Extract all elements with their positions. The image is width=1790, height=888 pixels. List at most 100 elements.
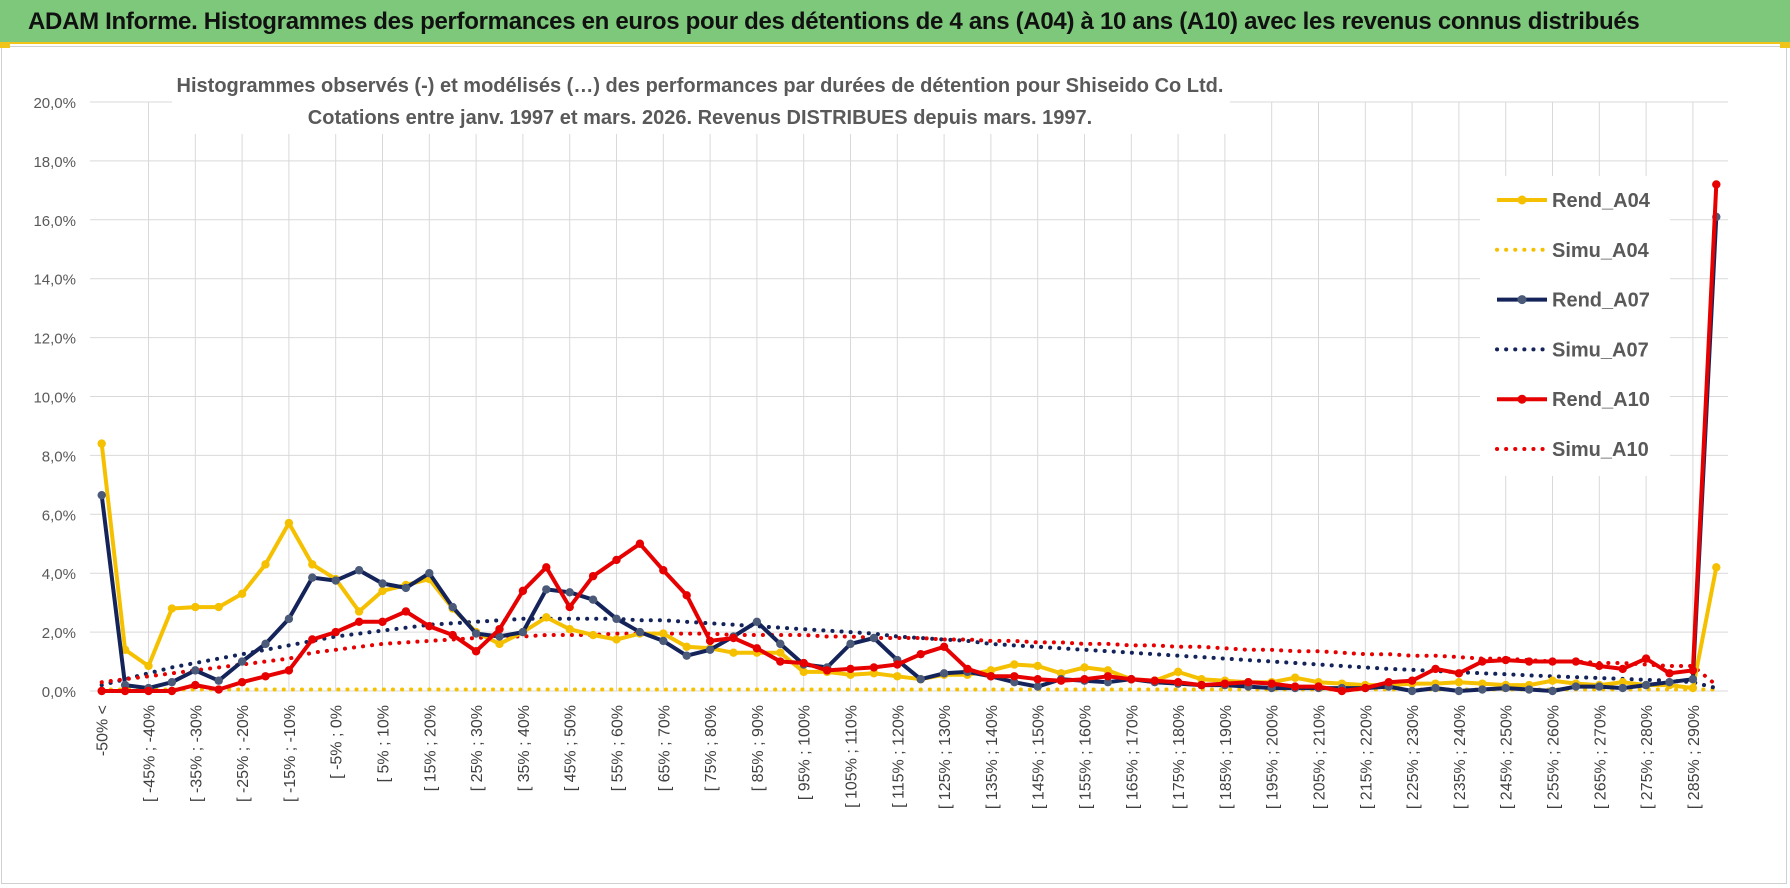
series-point-Rend_A07 [401, 583, 411, 593]
grid [90, 101, 1728, 692]
series-point-Rend_A10 [354, 617, 364, 626]
series-line-Simu_A07 [99, 616, 1719, 691]
series-point-Rend_A04 [1033, 661, 1042, 671]
series-point-Rend_A10 [1010, 672, 1019, 681]
series-point-Rend_A10 [1220, 679, 1230, 688]
series-point-Rend_A10 [1244, 677, 1253, 687]
series-point-Rend_A10 [471, 647, 481, 656]
y-tick-label: 10,0% [33, 390, 76, 407]
legend-label-Simu_A10: Simu_A10 [1552, 439, 1649, 461]
x-tick-label: [ 85% ; 90% [750, 705, 767, 791]
y-axis-ticks: 0,0% 2,0% 4,0% 6,0% 8,0% 10,0% 12,0% 14,0% 16,0%… [33, 95, 76, 701]
series-point-Rend_A04 [378, 586, 387, 596]
series-point-Rend_A07 [869, 633, 879, 643]
series-point-Rend_A10 [1267, 679, 1276, 688]
x-tick-label: [ 45% ; 50% [563, 705, 580, 791]
series-point-Rend_A10 [1431, 664, 1440, 674]
y-tick-label: 8,0% [42, 448, 76, 465]
series-point-Rend_A04 [612, 635, 621, 644]
series-point-Rend_A07 [308, 573, 317, 582]
series-point-Rend_A07 [167, 677, 177, 687]
series-point-Rend_A10 [869, 663, 879, 672]
y-tick-label: 0,0% [42, 684, 76, 701]
frame-corner-left [0, 44, 10, 48]
series-point-Rend_A04 [986, 666, 996, 675]
series-point-Rend_A07 [939, 669, 949, 678]
x-tick-label: [ 5% ; 10% [376, 705, 393, 782]
legend-marker-Rend_A07 [1517, 295, 1527, 305]
series-point-Rend_A10 [1127, 675, 1136, 684]
series-point-Rend_A10 [1712, 180, 1721, 189]
series-point-Rend_A07 [588, 595, 598, 604]
legend-marker-Rend_A04 [1517, 195, 1527, 205]
series-point-Rend_A10 [261, 672, 270, 681]
series-point-Rend_A10 [1618, 664, 1627, 674]
series-point-Rend_A10 [214, 685, 223, 694]
series-point-Rend_A07 [425, 569, 434, 578]
series-point-Rend_A07 [518, 627, 528, 637]
series-point-Rend_A10 [1314, 682, 1323, 691]
series-point-Rend_A07 [776, 639, 785, 649]
series-point-Rend_A04 [1010, 660, 1019, 669]
series-point-Rend_A04 [1173, 667, 1183, 677]
series-point-Rend_A10 [331, 627, 340, 637]
series-point-Rend_A07 [1501, 683, 1510, 693]
report-title: ADAM Informe. Histogrammes des performan… [28, 8, 1640, 35]
series-point-Rend_A04 [144, 661, 153, 671]
series-point-Rend_A10 [963, 664, 972, 674]
series-point-Rend_A07 [1033, 682, 1042, 691]
series-point-Rend_A04 [237, 589, 247, 599]
series-point-Rend_A07 [659, 636, 668, 646]
series-point-Rend_A04 [565, 624, 574, 634]
series-point-Rend_A07 [331, 576, 340, 585]
x-tick-label: [ -25% ; -20% [235, 705, 252, 802]
series-point-Rend_A10 [1478, 657, 1487, 666]
x-tick-label: [ 225% ; 230% [1405, 705, 1422, 809]
chart-title-block: Histogrammes observés (-) et modélisés (… [172, 64, 1230, 134]
chart-frame [1, 46, 1787, 884]
x-tick-label: [ 115% ; 120% [890, 705, 907, 808]
series-point-Rend_A04 [261, 560, 270, 569]
series-point-Rend_A07 [1688, 675, 1698, 684]
y-tick-label: 6,0% [42, 507, 76, 524]
series-point-Rend_A10 [1501, 655, 1510, 665]
series-point-Rend_A04 [1290, 673, 1300, 682]
series-point-Rend_A04 [1548, 676, 1557, 685]
series-point-Rend_A10 [682, 591, 691, 600]
series-point-Rend_A10 [939, 642, 949, 652]
series-point-Rend_A04 [354, 607, 364, 616]
series-point-Rend_A10 [1033, 675, 1042, 684]
series-point-Rend_A07 [471, 629, 481, 638]
chart-title-background [172, 64, 1230, 134]
series-point-Rend_A10 [1080, 675, 1089, 684]
series-point-Rend_A10 [565, 602, 574, 612]
y-tick-label: 18,0% [33, 154, 76, 171]
series-point-Rend_A10 [542, 563, 551, 572]
x-tick-label: [ 25% ; 30% [469, 705, 486, 791]
series-point-Rend_A04 [1197, 675, 1206, 684]
series-point-Rend_A10 [120, 686, 130, 696]
series-point-Rend_A07 [191, 666, 200, 675]
x-tick-label: [ 265% ; 270% [1592, 705, 1609, 809]
series-point-Rend_A10 [986, 672, 996, 681]
series-point-Rend_A07 [1478, 685, 1487, 694]
chart-title-line2: Cotations entre janv. 1997 et mars. 2026… [308, 107, 1092, 129]
series-point-Rend_A10 [752, 644, 762, 653]
series-point-Rend_A07 [97, 490, 106, 500]
series-point-Rend_A10 [167, 686, 177, 696]
series-point-Rend_A07 [448, 602, 457, 612]
legend-label-Rend_A04: Rend_A04 [1552, 190, 1651, 212]
series-point-Rend_A10 [1150, 676, 1159, 685]
series-point-Rend_A07 [612, 614, 621, 624]
chart-title-line1: Histogrammes observés (-) et modélisés (… [177, 75, 1224, 97]
series-point-Rend_A07 [565, 588, 574, 597]
series-point-Rend_A10 [518, 586, 528, 596]
series-line-Rend_A10 [101, 184, 1719, 693]
legend-label-Rend_A10: Rend_A10 [1552, 389, 1650, 411]
series-point-Rend_A04 [167, 604, 177, 613]
series-point-Rend_A10 [1290, 682, 1300, 691]
series-point-Rend_A10 [635, 539, 645, 548]
series-point-Rend_A10 [1641, 654, 1651, 663]
series-point-Rend_A10 [776, 657, 785, 666]
series-point-Rend_A07 [1548, 686, 1557, 696]
